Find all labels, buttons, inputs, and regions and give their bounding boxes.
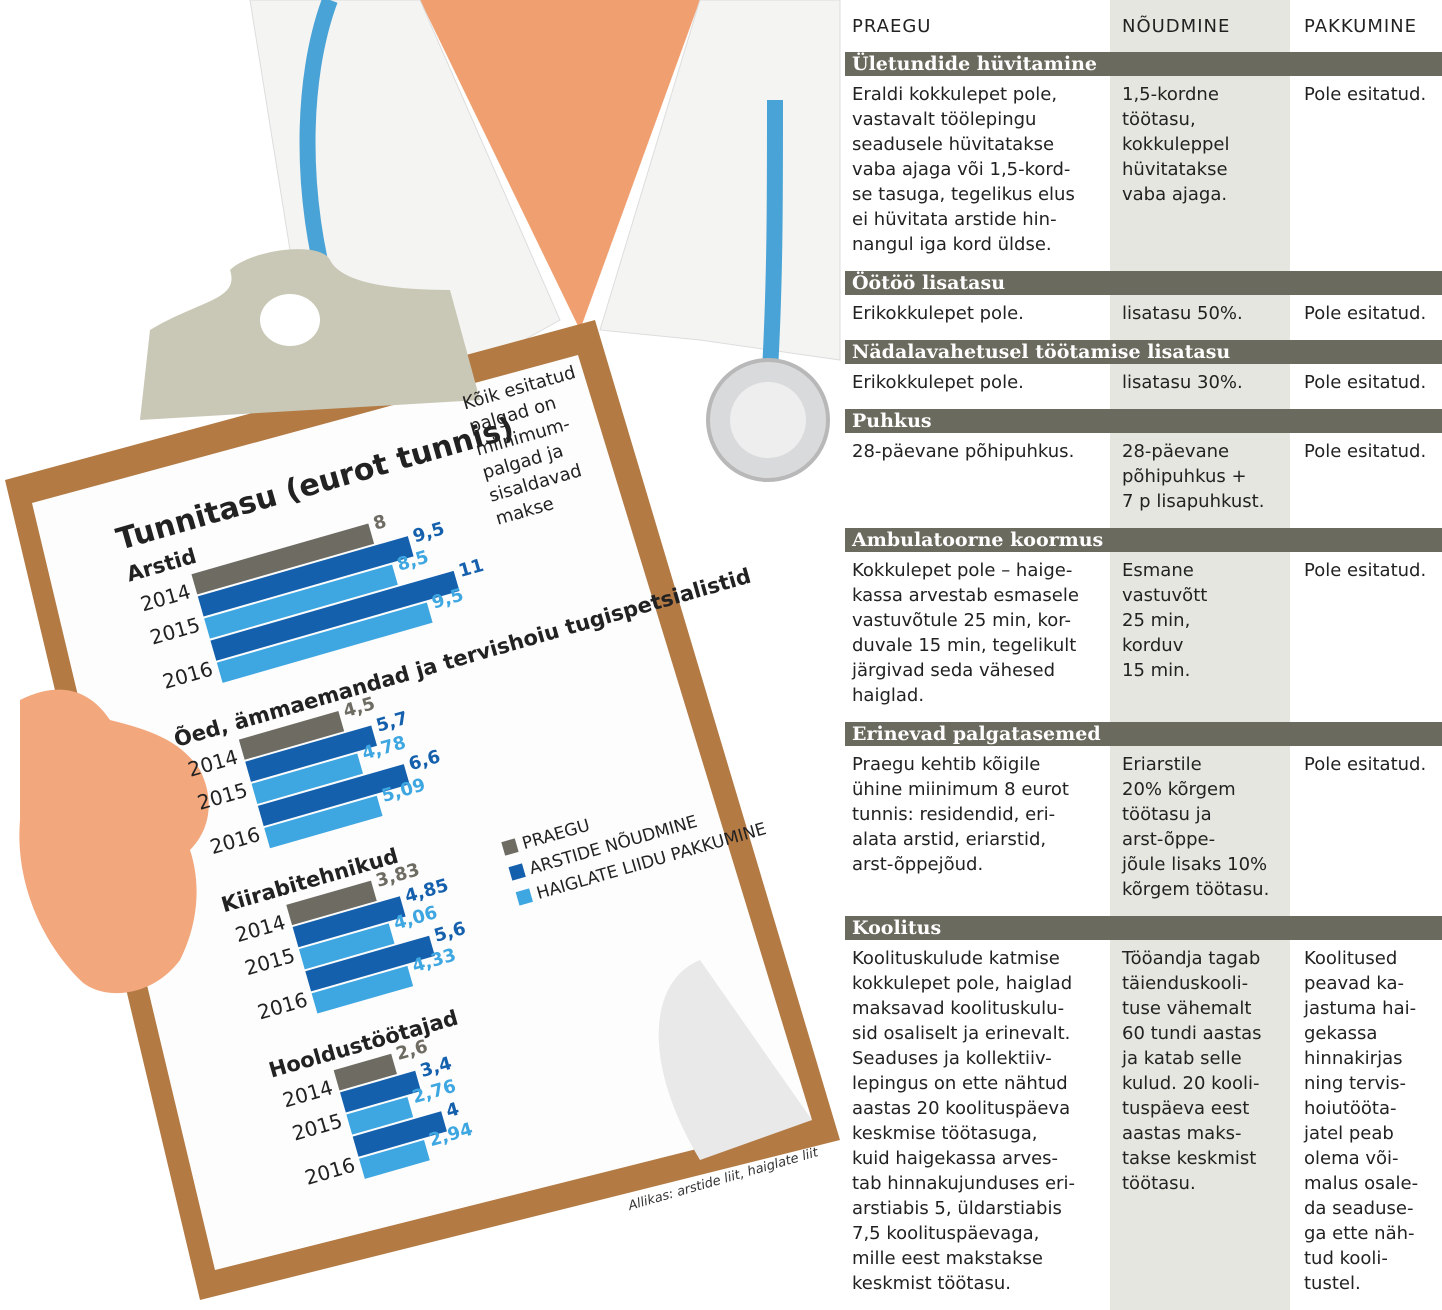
- bar: [204, 564, 398, 639]
- bar: [346, 1096, 414, 1135]
- section-row: Erikokkulepet pole. lisatasu 30%. Pole esi…: [845, 364, 1442, 409]
- legend-swatch: [501, 838, 519, 856]
- stethoscope-tube: [762, 99, 783, 371]
- section-title: Nädalavahetusel töötamise lisatasu: [845, 340, 1442, 364]
- header-row: PRAEGU NÕUDMINE PAKKUMINE: [845, 0, 1442, 52]
- cell: Koolituskulude katmise kokkulepet pole, …: [852, 948, 1075, 1294]
- section-title: Erinevad palgatasemed: [845, 722, 1442, 746]
- section-row: Kokkulepet pole – haige- kassa arvestab …: [845, 552, 1442, 722]
- cell: Erikokkulepet pole.: [852, 303, 1024, 324]
- legend-swatch: [515, 888, 533, 906]
- section-title: Koolitus: [845, 916, 1442, 940]
- bar: [340, 1070, 421, 1113]
- header-cell: PAKKUMINE: [1304, 15, 1417, 37]
- section-row: 28-päevane põhipuhkus. 28-päevane põhipuh…: [845, 433, 1442, 528]
- cell: Pole esitatud.: [1304, 303, 1427, 324]
- cell: Esmane vastuvõtt 25 min, korduv 15 min.: [1122, 560, 1208, 681]
- cell: Praegu kehtib kõigile ühine miinimum 8 e…: [852, 754, 1069, 875]
- bar: [352, 1111, 447, 1157]
- bar: [359, 1140, 430, 1179]
- cell: Pole esitatud.: [1304, 441, 1427, 462]
- clip-hole: [260, 294, 320, 346]
- cell: Pole esitatud.: [1304, 560, 1427, 581]
- cell: Pole esitatud.: [1304, 754, 1427, 775]
- section-title: Ületundide hüvitamine: [845, 52, 1442, 76]
- bar: [257, 764, 410, 827]
- section-row: Erikokkulepet pole. lisatasu 50%. Pole esi…: [845, 295, 1442, 340]
- bar: [305, 935, 435, 992]
- cell: Koolitused peavad ka- jastuma hai- gekas…: [1304, 948, 1419, 1294]
- bar: [197, 536, 414, 617]
- legend-swatch: [508, 863, 526, 881]
- header-cell: PRAEGU: [852, 15, 932, 37]
- section-title: Öötöö lisatasu: [845, 271, 1442, 295]
- header-cell: NÕUDMINE: [1122, 15, 1231, 37]
- cell: 1,5-kordne töötasu, kokkuleppel hüvitata…: [1122, 84, 1230, 205]
- paper-curl: [658, 960, 812, 1160]
- neck: [420, 0, 700, 330]
- cell: Eraldi kokkulepet pole, vastavalt töölep…: [852, 84, 1075, 255]
- cell: lisatasu 50%.: [1122, 303, 1243, 324]
- section-row: Praegu kehtib kõigile ühine miinimum 8 e…: [845, 746, 1442, 916]
- cell: Kokkulepet pole – haige- kassa arvestab …: [852, 560, 1079, 706]
- bar: [210, 570, 460, 661]
- bar: [286, 880, 377, 926]
- section-row: Koolituskulude katmise kokkulepet pole, …: [845, 940, 1442, 1310]
- cell: Pole esitatud.: [1304, 84, 1427, 105]
- bar: [216, 602, 433, 683]
- cell: Eriarstile 20% kõrgem töötasu ja arst-õp…: [1122, 754, 1270, 900]
- bar: [251, 753, 364, 804]
- table: PRAEGU NÕUDMINE PAKKUMINE Ületundide hüvita…: [845, 0, 1442, 1310]
- cell: 28-päevane põhipuhkus.: [852, 441, 1075, 462]
- bar: [245, 725, 378, 782]
- cell: Erikokkulepet pole.: [852, 372, 1024, 393]
- section-title: Puhkus: [845, 409, 1442, 433]
- cell: 28-päevane põhipuhkus + 7 p lisapuhkust.: [1122, 441, 1265, 512]
- value-label: 4: [444, 1099, 462, 1123]
- cell: lisatasu 30%.: [1122, 372, 1243, 393]
- bar: [333, 1053, 397, 1091]
- bar: [264, 795, 383, 849]
- bar: [238, 711, 345, 760]
- cell: Pole esitatud.: [1304, 372, 1427, 393]
- hand: [19, 689, 209, 994]
- cell: Tööandja tagab täienduskooli- tuse vähem…: [1122, 948, 1262, 1194]
- column-background: [1110, 0, 1290, 1310]
- section-title: Ambulatoorne koormus: [845, 528, 1442, 552]
- bar: [298, 923, 395, 970]
- chestpiece-inner: [730, 382, 806, 458]
- value-label: 8: [371, 511, 389, 535]
- bar: [292, 896, 406, 948]
- bar: [311, 965, 414, 1014]
- bar: [191, 523, 375, 595]
- section-row: Eraldi kokkulepet pole, vastavalt töölep…: [845, 76, 1442, 271]
